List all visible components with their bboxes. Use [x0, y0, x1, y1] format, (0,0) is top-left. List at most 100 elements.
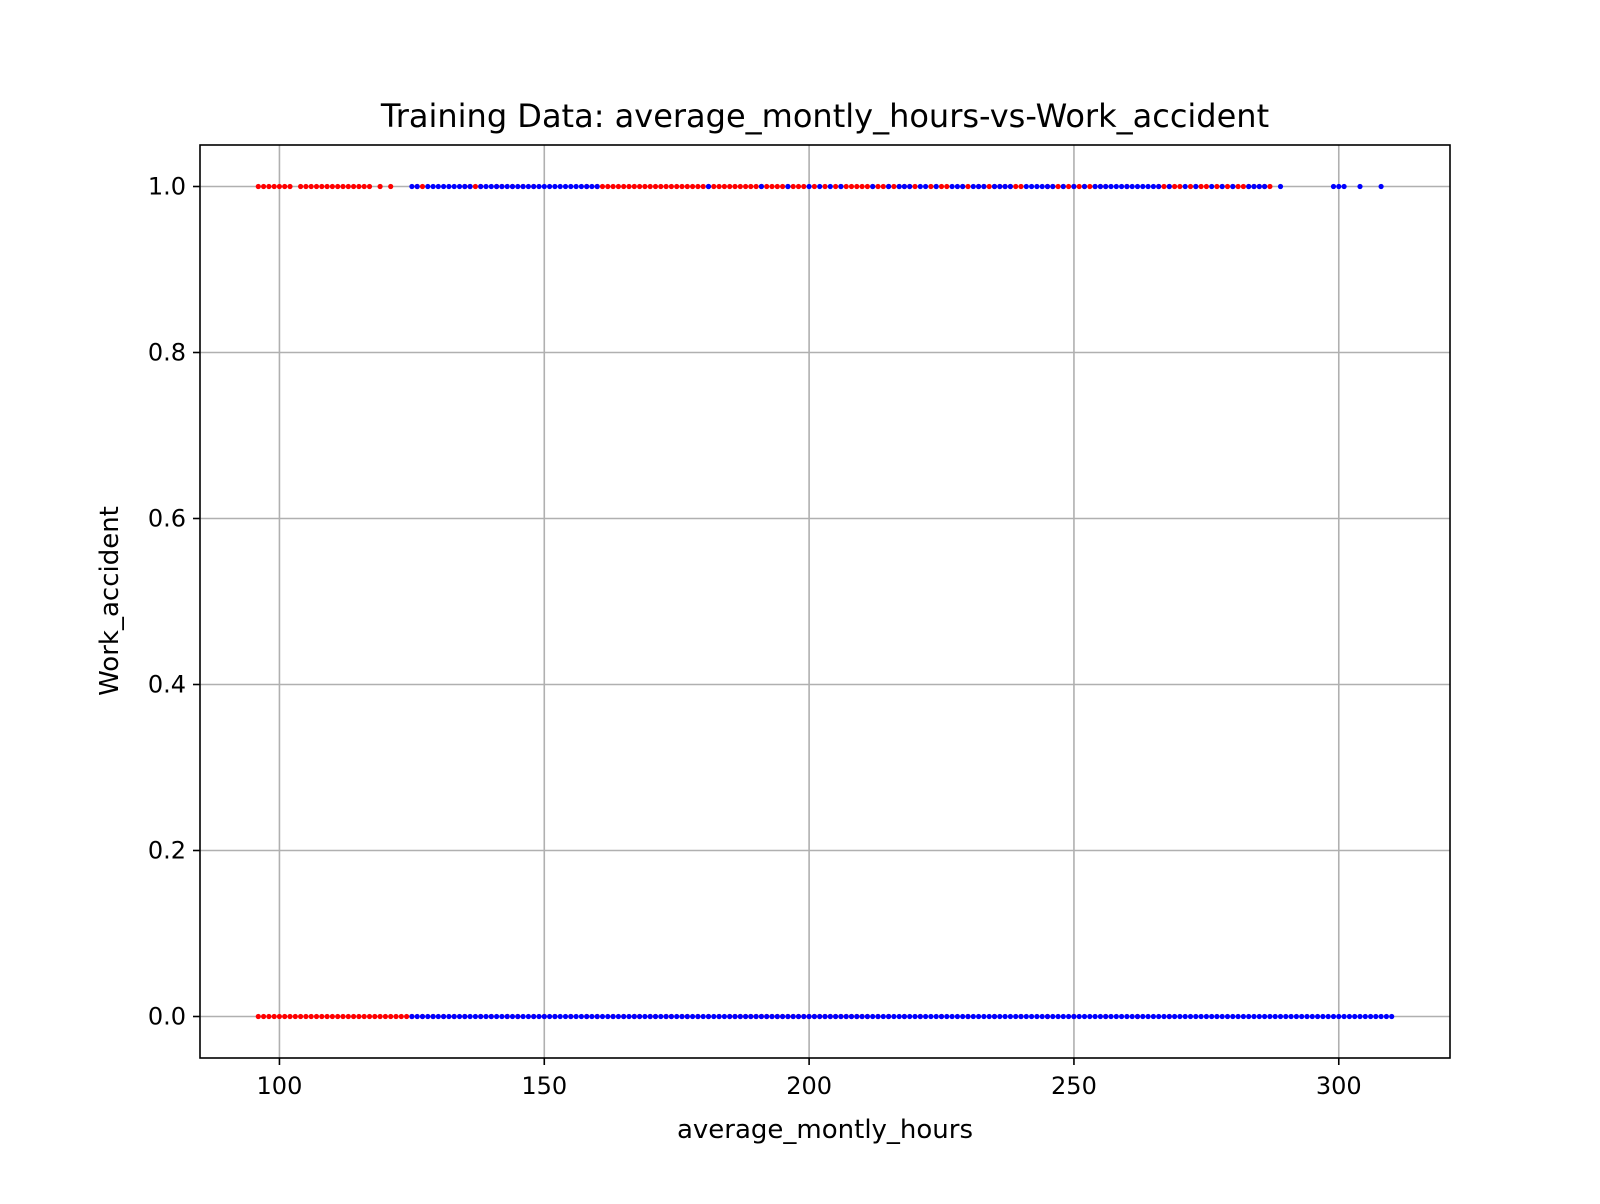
chart-title: Training Data: average_montly_hours-vs-W… — [380, 97, 1269, 135]
data-point — [335, 183, 341, 190]
data-point — [578, 1013, 585, 1020]
data-point — [838, 1013, 844, 1020]
data-point — [298, 183, 304, 190]
data-point — [705, 1013, 712, 1020]
data-point — [419, 1013, 426, 1020]
data-point — [928, 1013, 934, 1020]
data-point — [435, 183, 441, 190]
data-point — [700, 183, 706, 190]
data-point — [1182, 1013, 1188, 1020]
data-point — [584, 183, 590, 190]
data-point — [917, 1013, 923, 1020]
data-point — [1161, 1013, 1167, 1020]
data-point — [451, 1013, 457, 1020]
data-point — [965, 1013, 971, 1020]
data-point — [1230, 183, 1236, 190]
data-point — [764, 1013, 770, 1020]
data-point — [1378, 1013, 1384, 1020]
data-point — [599, 183, 606, 190]
data-point — [361, 183, 367, 190]
data-point — [488, 183, 494, 190]
data-point — [976, 1013, 982, 1020]
data-point — [997, 1013, 1003, 1020]
data-point — [594, 1013, 600, 1020]
data-point — [1134, 1013, 1141, 1020]
data-point — [631, 1013, 637, 1020]
data-point — [599, 1013, 606, 1020]
data-point — [478, 183, 484, 190]
data-point — [1198, 183, 1204, 190]
data-point — [393, 1013, 399, 1020]
data-point — [1352, 1013, 1358, 1020]
data-point — [780, 1013, 786, 1020]
data-point — [886, 1013, 892, 1020]
data-point — [1262, 1013, 1268, 1020]
data-point — [695, 1013, 701, 1020]
data-point — [547, 183, 553, 190]
data-point — [504, 1013, 510, 1020]
data-point — [472, 183, 478, 190]
data-point — [1134, 183, 1141, 190]
data-point — [1034, 183, 1040, 190]
data-point — [1076, 1013, 1082, 1020]
data-point — [896, 183, 902, 190]
data-point — [901, 1013, 908, 1020]
data-point — [1055, 183, 1061, 190]
data-point — [1209, 183, 1215, 190]
data-point — [907, 183, 913, 190]
data-point — [1060, 1013, 1066, 1020]
data-point — [637, 1013, 643, 1020]
data-point — [430, 1013, 436, 1020]
data-point — [960, 1013, 966, 1020]
data-point — [1050, 183, 1056, 190]
data-point — [1023, 183, 1029, 190]
data-point — [875, 183, 881, 190]
data-point — [875, 1013, 881, 1020]
data-point — [313, 183, 320, 190]
data-point — [1161, 183, 1167, 190]
data-point — [1283, 1013, 1289, 1020]
data-point — [329, 183, 335, 190]
data-point — [870, 183, 876, 190]
data-point — [822, 1013, 828, 1020]
data-point — [382, 1013, 388, 1020]
data-point — [1330, 1013, 1337, 1020]
data-point — [854, 1013, 860, 1020]
data-point — [536, 1013, 542, 1020]
data-point — [1034, 1013, 1040, 1020]
data-point — [716, 183, 722, 190]
data-point — [1182, 183, 1188, 190]
data-point — [578, 183, 585, 190]
data-point — [1007, 183, 1014, 190]
data-point — [1087, 183, 1093, 190]
data-point — [949, 1013, 955, 1020]
data-point — [446, 1013, 452, 1020]
data-point — [769, 183, 775, 190]
data-point — [568, 1013, 574, 1020]
data-point — [441, 1013, 447, 1020]
data-point — [870, 1013, 876, 1020]
data-point — [626, 183, 632, 190]
data-point — [859, 1013, 865, 1020]
data-point — [372, 1013, 378, 1020]
data-point — [388, 1013, 394, 1020]
data-point — [658, 1013, 664, 1020]
data-point — [880, 183, 886, 190]
data-point — [589, 183, 595, 190]
data-point — [780, 183, 786, 190]
data-point — [525, 1013, 532, 1020]
data-point — [1299, 1013, 1305, 1020]
y-tick-label: 0.2 — [148, 837, 186, 865]
data-point — [817, 183, 823, 190]
data-point — [1076, 183, 1082, 190]
data-point — [615, 183, 622, 190]
data-point — [298, 1013, 304, 1020]
data-point — [573, 183, 579, 190]
data-point — [340, 183, 346, 190]
data-point — [541, 1013, 547, 1020]
y-axis-label: Work_accident — [95, 506, 125, 696]
data-point — [520, 183, 526, 190]
data-point — [1087, 1013, 1093, 1020]
data-point — [536, 183, 542, 190]
